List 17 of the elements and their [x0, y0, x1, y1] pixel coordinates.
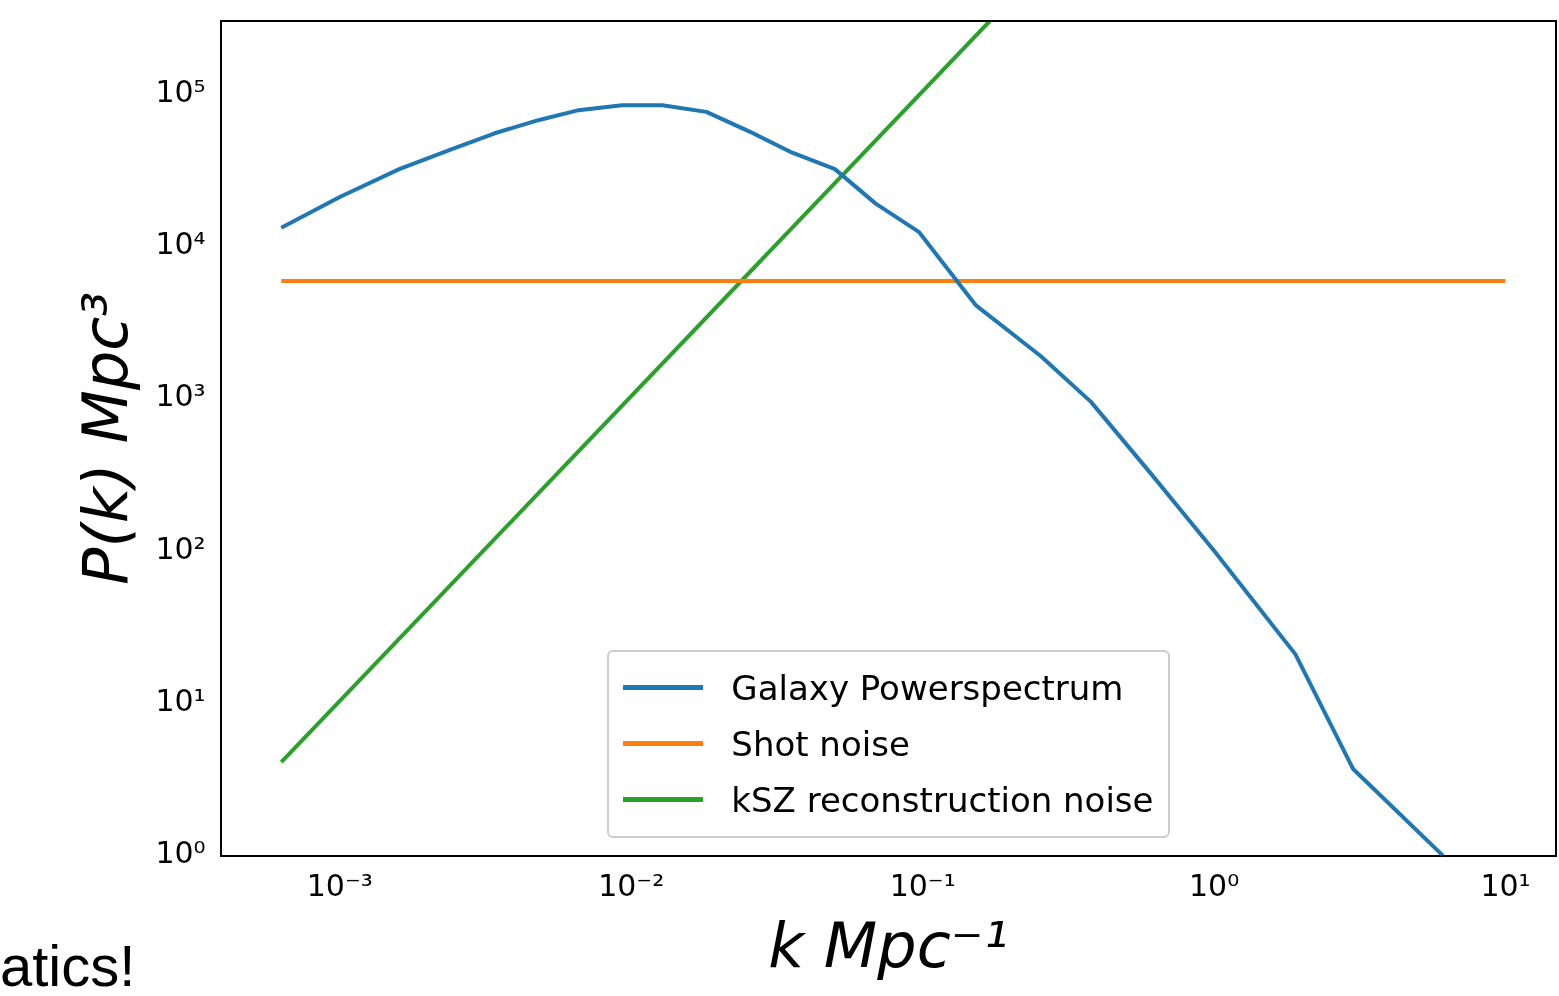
y-tick-label: 10⁴	[155, 225, 206, 261]
x-tick-label: 10⁻²	[598, 868, 665, 904]
text: atics!	[0, 932, 136, 996]
x-tick-label: 10⁻¹	[889, 868, 956, 904]
y-tick-label: 10⁰	[155, 835, 206, 871]
x-tick-label: 10¹	[1480, 868, 1531, 904]
y-tick-label: 10³	[155, 378, 206, 414]
x-axis-title: k Mpc⁻¹	[768, 908, 1009, 982]
x-tick-label: 10⁰	[1188, 868, 1240, 904]
legend-label: Shot noise	[731, 723, 910, 764]
x-tick-label: 10⁻³	[306, 868, 373, 904]
y-tick-label: 10⁵	[155, 73, 206, 109]
y-axis-title: P(k) Mpc³	[69, 291, 143, 585]
y-tick-label: 10²	[155, 530, 206, 566]
legend-label: Galaxy Powerspectrum	[731, 667, 1124, 708]
legend-label: kSZ reconstruction noise	[731, 779, 1154, 820]
y-tick-label: 10¹	[155, 683, 206, 719]
